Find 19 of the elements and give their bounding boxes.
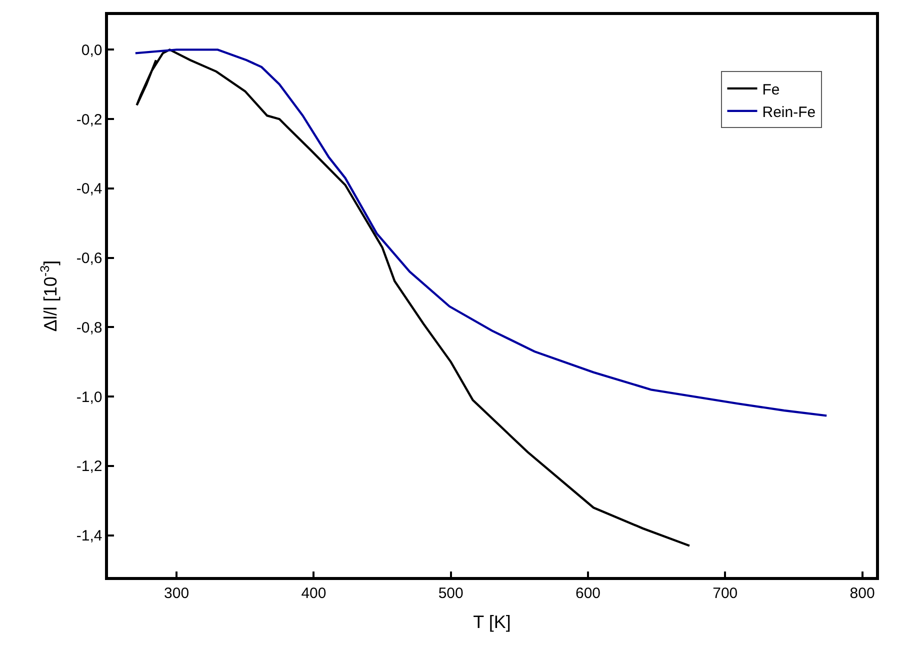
y-tick-label: -0,8 — [76, 319, 102, 336]
y-tick-label: -0,6 — [76, 250, 102, 268]
x-tick-label: 800 — [850, 584, 875, 602]
y-tick-label: -0,4 — [76, 180, 102, 198]
y-tick-label: 0,0 — [81, 42, 102, 59]
x-axis-title: T [K] — [473, 612, 511, 632]
y-tick-label: -1,0 — [76, 388, 102, 406]
y-tick-label: -1,2 — [76, 458, 102, 476]
y-tick-label: -0,2 — [76, 111, 102, 128]
x-tick-label: 400 — [301, 584, 326, 602]
line-series — [136, 48, 691, 547]
y-tick-label: -1,4 — [76, 528, 102, 545]
x-tick-label: 300 — [164, 584, 190, 602]
line-series — [134, 48, 828, 417]
x-tick-label: 500 — [438, 584, 464, 602]
legend-label: Rein-Fe — [762, 104, 816, 121]
x-tick-label: 600 — [575, 584, 601, 602]
x-tick-label: 700 — [712, 584, 738, 602]
legend-label: Fe — [762, 81, 780, 98]
